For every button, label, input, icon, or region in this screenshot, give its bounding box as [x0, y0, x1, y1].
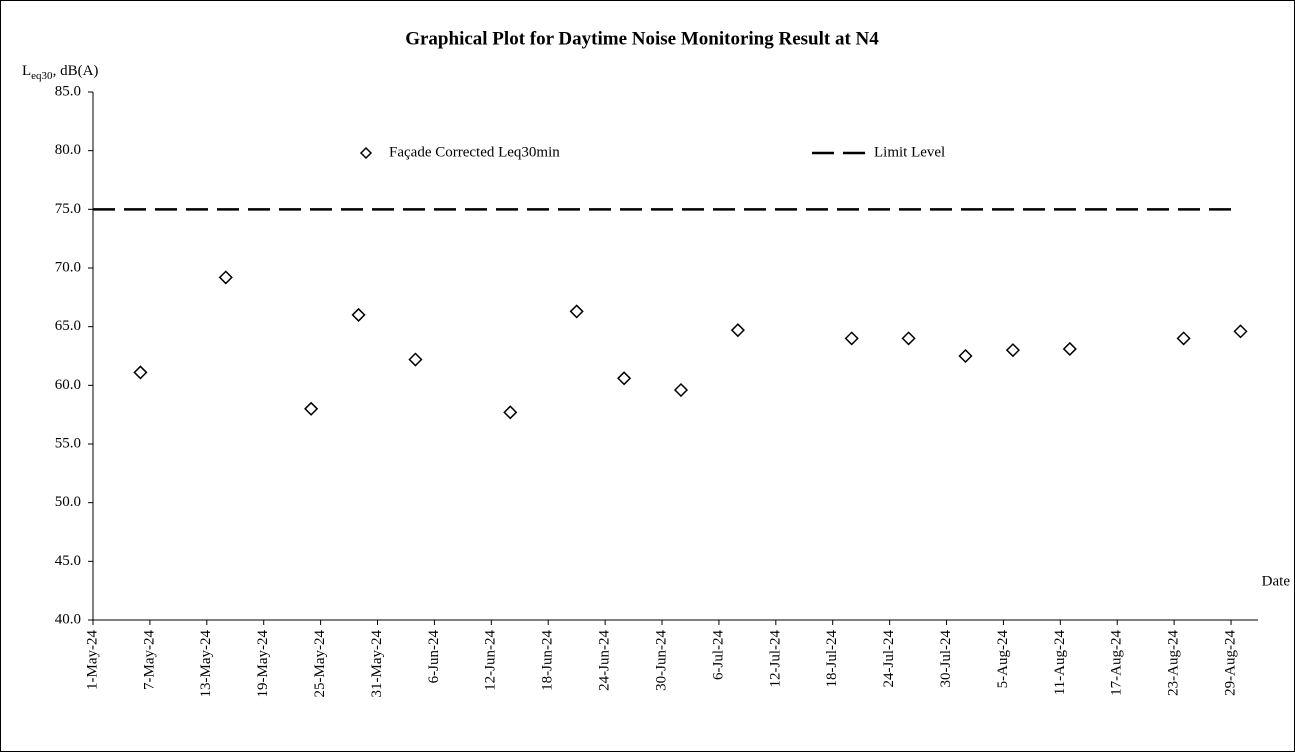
data-point: [730, 323, 745, 338]
data-point: [1233, 324, 1248, 339]
data-point: [844, 331, 859, 346]
x-tick-label: 23-Aug-24: [1166, 630, 1182, 696]
data-point: [218, 270, 233, 285]
data-point: [351, 307, 366, 322]
data-point: [673, 382, 689, 398]
data-point: [617, 371, 632, 386]
y-tick-label: 70.0: [55, 259, 81, 275]
x-tick-label: 5-Aug-24: [995, 630, 1011, 689]
data-point: [958, 348, 973, 364]
x-tick-label: 17-Aug-24: [1109, 630, 1125, 696]
data-point: [569, 304, 584, 319]
y-tick-label: 40.0: [55, 611, 81, 627]
data-point: [133, 365, 148, 380]
y-tick-label: 85.0: [55, 83, 81, 99]
data-point: [503, 405, 518, 420]
x-axis-label: Date: [1262, 573, 1291, 589]
data-point: [1005, 343, 1020, 358]
y-tick-label: 60.0: [55, 377, 81, 393]
x-tick-label: 25-May-24: [312, 630, 328, 698]
chart-title: Graphical Plot for Daytime Noise Monitor…: [405, 28, 879, 49]
legend-marker: [359, 146, 373, 160]
x-tick-label: 13-May-24: [198, 630, 214, 698]
legend-label: Limit Level: [874, 144, 945, 160]
x-tick-label: 30-Jun-24: [653, 630, 669, 691]
legend-label: Façade Corrected Leq30min: [389, 144, 560, 160]
data-point: [1176, 331, 1191, 346]
x-tick-label: 24-Jul-24: [881, 630, 897, 688]
data-point: [901, 331, 916, 346]
data-point: [304, 401, 319, 416]
y-label-sub: eq30: [31, 70, 53, 82]
x-tick-label: 18-Jul-24: [824, 630, 840, 688]
y-label-main: L: [22, 63, 31, 79]
y-tick-label: 50.0: [55, 494, 81, 510]
data-point: [408, 352, 423, 367]
x-tick-label: 12-Jul-24: [767, 630, 783, 688]
x-tick-label: 24-Jun-24: [597, 630, 613, 691]
x-tick-label: 31-May-24: [369, 630, 385, 698]
x-tick-label: 12-Jun-24: [483, 630, 499, 691]
x-tick-label: 6-Jun-24: [426, 630, 442, 684]
y-tick-label: 80.0: [55, 142, 81, 158]
x-tick-label: 19-May-24: [255, 630, 271, 698]
y-tick-label: 75.0: [55, 201, 81, 217]
x-tick-label: 6-Jul-24: [710, 630, 726, 680]
y-label-rest: , dB(A): [53, 63, 99, 79]
data-point: [1062, 341, 1077, 357]
y-tick-label: 65.0: [55, 318, 81, 334]
x-tick-label: 11-Aug-24: [1052, 630, 1068, 696]
x-tick-label: 1-May-24: [84, 630, 100, 690]
x-tick-label: 18-Jun-24: [540, 630, 556, 691]
x-tick-label: 29-Aug-24: [1222, 630, 1238, 696]
y-tick-label: 45.0: [55, 553, 81, 569]
x-tick-label: 7-May-24: [141, 630, 157, 690]
y-tick-label: 55.0: [55, 435, 81, 451]
y-axis-label: Leq30, dB(A): [22, 63, 98, 81]
x-tick-label: 30-Jul-24: [938, 630, 954, 688]
